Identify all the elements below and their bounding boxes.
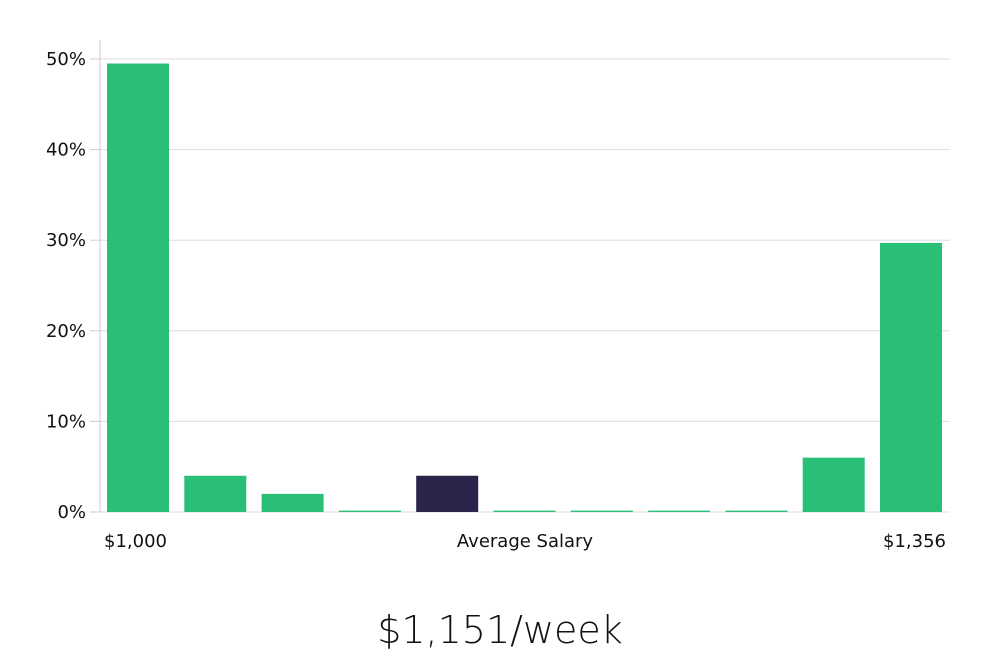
x-label-average: Average Salary — [457, 531, 594, 552]
average-salary-value: $1,151/week — [377, 608, 623, 652]
bar — [338, 510, 401, 512]
bar — [648, 510, 711, 512]
x-label-min: $1,000 — [104, 531, 167, 552]
bar — [184, 475, 247, 512]
grid-lines — [100, 58, 950, 513]
y-tick-label: 30% — [46, 230, 86, 251]
x-axis-labels: $1,000 Average Salary $1,356 — [104, 531, 946, 552]
bar — [107, 63, 169, 512]
bars — [107, 63, 942, 512]
bar-average — [416, 475, 479, 512]
y-tick-label: 50% — [46, 49, 86, 70]
y-tick-label: 20% — [46, 321, 86, 342]
bar — [493, 510, 556, 512]
y-tick-label: 10% — [46, 411, 86, 432]
bar — [570, 510, 633, 512]
x-label-max: $1,356 — [883, 531, 946, 552]
axes — [90, 40, 101, 513]
y-tick-label: 40% — [46, 140, 86, 161]
salary-histogram: 0% 10% 20% 30% 40% 50% $1,000 Average Salary … — [46, 40, 950, 552]
y-tick-labels: 0% 10% 20% 30% 40% 50% — [46, 49, 86, 523]
bar — [802, 457, 865, 512]
y-tick-label: 0% — [57, 502, 86, 523]
bar — [725, 510, 788, 512]
bar — [261, 493, 324, 512]
bar — [880, 242, 942, 512]
